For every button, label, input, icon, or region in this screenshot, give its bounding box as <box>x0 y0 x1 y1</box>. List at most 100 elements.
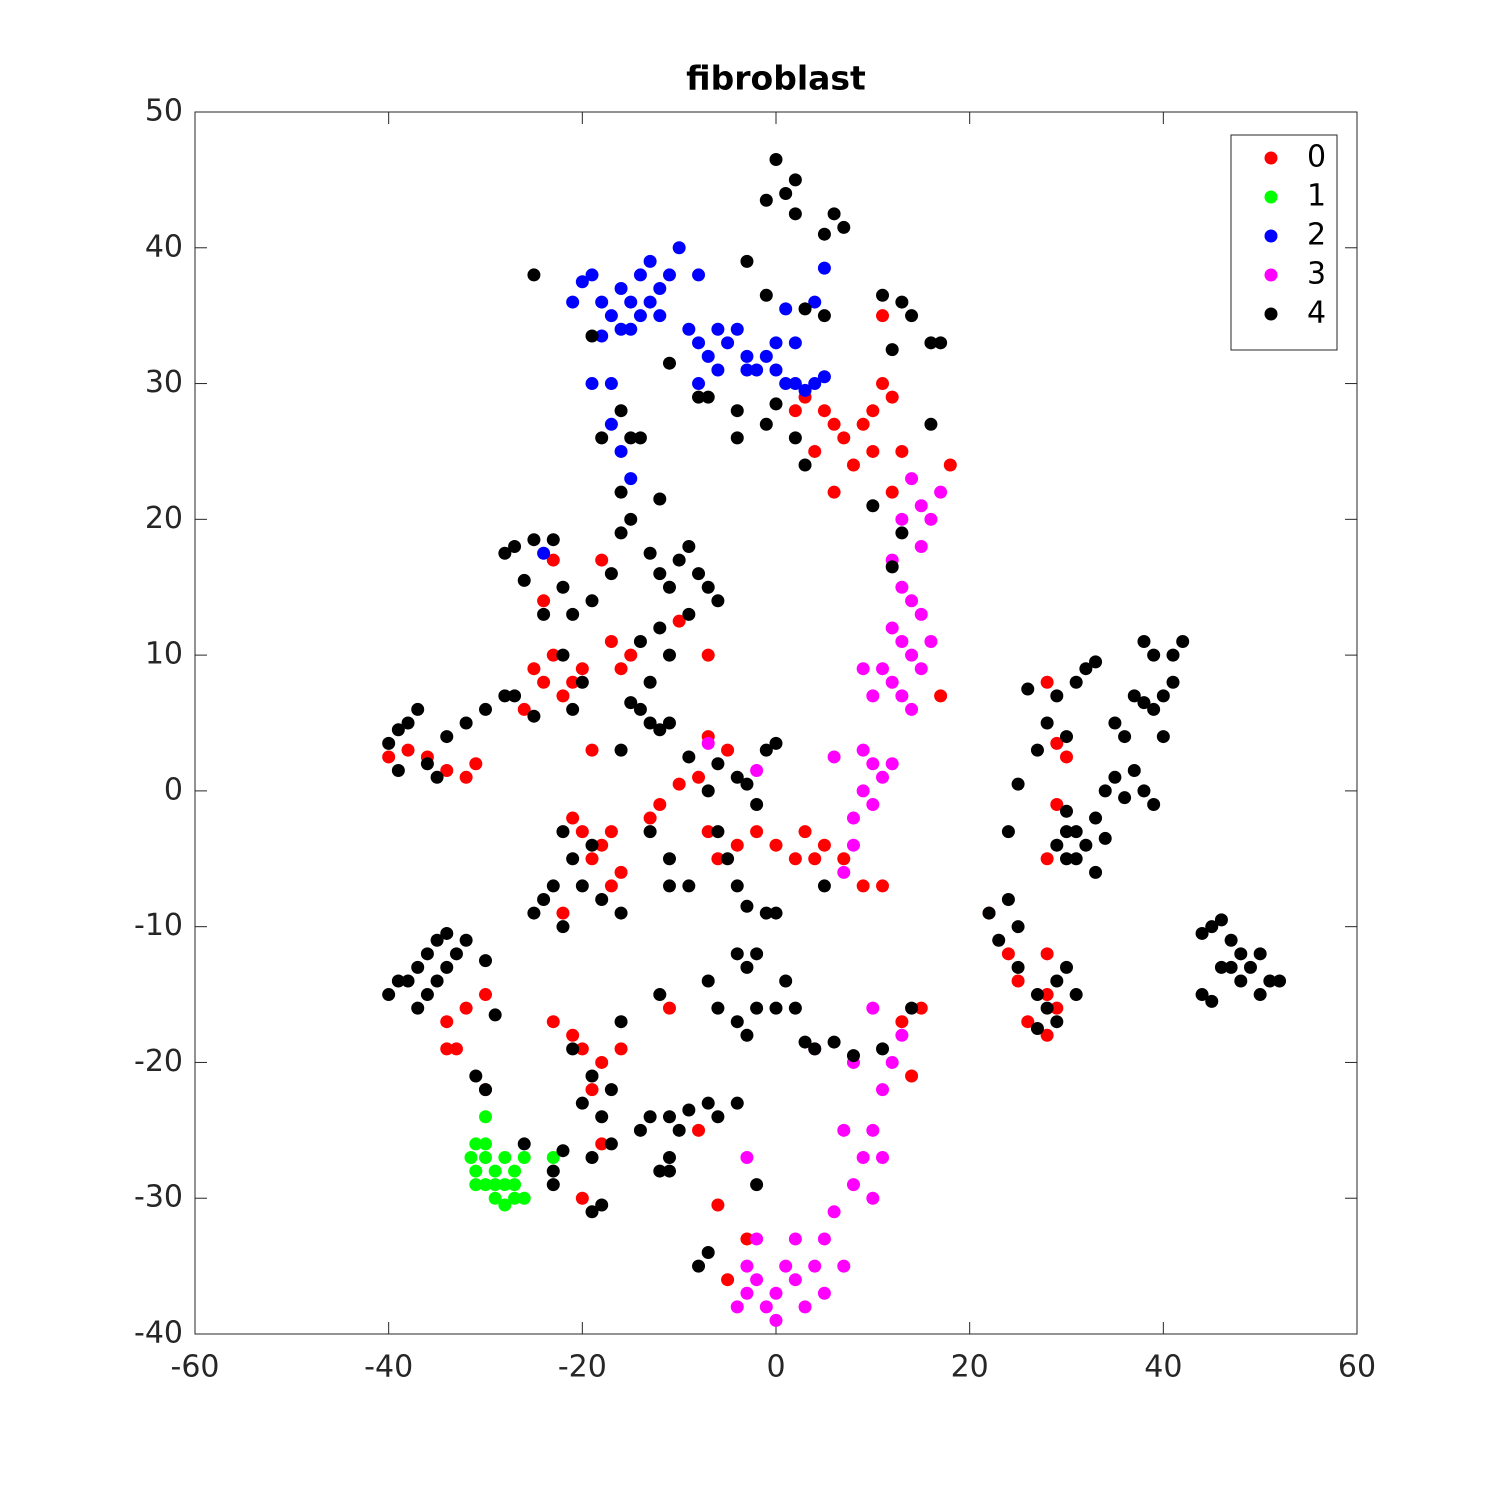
point <box>662 1150 676 1164</box>
point <box>585 594 599 608</box>
point <box>905 648 919 662</box>
point <box>566 811 580 825</box>
point <box>905 1001 919 1015</box>
point <box>750 1001 764 1015</box>
point <box>1089 655 1103 669</box>
point <box>701 1246 715 1260</box>
point <box>1040 675 1054 689</box>
point <box>430 770 444 784</box>
point <box>556 580 570 594</box>
point <box>730 404 744 418</box>
point <box>633 702 647 716</box>
point <box>692 1259 706 1273</box>
point <box>740 349 754 363</box>
point <box>905 702 919 716</box>
point <box>1011 920 1025 934</box>
point <box>624 648 638 662</box>
point <box>459 1001 473 1015</box>
point <box>614 865 628 879</box>
point <box>430 974 444 988</box>
y-tick-label: -20 <box>134 1044 183 1079</box>
point <box>653 621 667 635</box>
point <box>740 254 754 268</box>
point <box>866 689 880 703</box>
point <box>730 431 744 445</box>
point <box>846 811 860 825</box>
point <box>1011 777 1025 791</box>
point <box>575 1191 589 1205</box>
point <box>469 757 483 771</box>
point <box>827 1035 841 1049</box>
point <box>711 852 725 866</box>
point <box>517 1150 531 1164</box>
point <box>1127 764 1141 778</box>
point <box>614 404 628 418</box>
point <box>546 1178 560 1192</box>
point <box>827 485 841 499</box>
point <box>653 492 667 506</box>
point <box>1214 960 1228 974</box>
point <box>895 444 909 458</box>
point <box>1050 974 1064 988</box>
point <box>517 573 531 587</box>
point <box>837 431 851 445</box>
point <box>653 988 667 1002</box>
point <box>769 397 783 411</box>
series <box>464 1110 560 1212</box>
point <box>537 675 551 689</box>
point <box>788 852 802 866</box>
point <box>885 343 899 357</box>
point <box>759 193 773 207</box>
point <box>769 838 783 852</box>
point <box>779 302 793 316</box>
point <box>934 689 948 703</box>
point <box>624 431 638 445</box>
point <box>1001 947 1015 961</box>
point <box>788 336 802 350</box>
point <box>546 879 560 893</box>
point <box>662 852 676 866</box>
point <box>895 1015 909 1029</box>
point <box>449 1042 463 1056</box>
point <box>1040 988 1054 1002</box>
point <box>1089 811 1103 825</box>
point <box>662 1164 676 1178</box>
point <box>866 757 880 771</box>
point <box>924 635 938 649</box>
point <box>662 716 676 730</box>
point <box>682 539 696 553</box>
point <box>537 607 551 621</box>
point <box>1069 988 1083 1002</box>
point <box>1098 784 1112 798</box>
point <box>1011 960 1025 974</box>
point <box>876 879 890 893</box>
point <box>769 336 783 350</box>
point <box>856 784 870 798</box>
point <box>895 635 909 649</box>
point <box>682 750 696 764</box>
legend-marker <box>1264 268 1278 282</box>
plot-area <box>195 112 1357 1334</box>
point <box>808 1042 822 1056</box>
y-tick-label: -40 <box>134 1316 183 1351</box>
legend-marker <box>1264 307 1278 321</box>
legend-label: 0 <box>1307 140 1326 175</box>
point <box>604 567 618 581</box>
point <box>643 295 657 309</box>
point <box>808 444 822 458</box>
point <box>730 1096 744 1110</box>
point <box>575 825 589 839</box>
point <box>624 696 638 710</box>
point <box>1069 825 1083 839</box>
point <box>479 1083 492 1097</box>
point <box>1156 730 1170 744</box>
legend-label: 3 <box>1307 257 1326 292</box>
point <box>914 499 928 513</box>
point <box>692 1123 706 1137</box>
point <box>788 431 802 445</box>
point <box>643 254 657 268</box>
y-tick-label: -10 <box>134 908 183 943</box>
point <box>769 153 783 167</box>
point <box>1195 988 1209 1002</box>
point <box>808 295 822 309</box>
